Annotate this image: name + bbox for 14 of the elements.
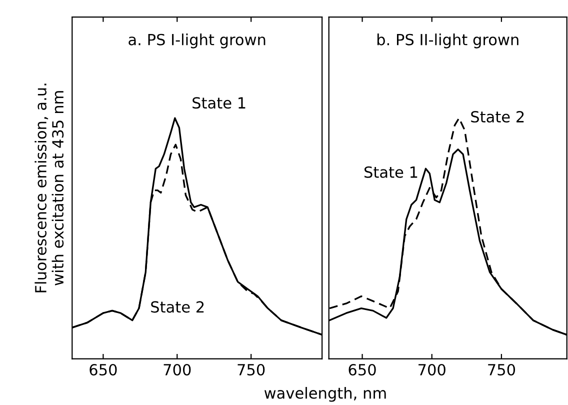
x-tick-label: 750 xyxy=(488,364,516,376)
chart-title: b. PS II-light grown xyxy=(377,34,518,48)
x-axis-title: wavelength, nm xyxy=(264,386,386,402)
series-label: State 2 xyxy=(471,110,524,123)
chart-title: a. PS I-light grown xyxy=(128,34,266,48)
x-tick-label: 650 xyxy=(348,364,376,376)
x-tick-label: 750 xyxy=(238,364,265,376)
series-label: State 1 xyxy=(192,97,246,109)
y-axis-title: Fluorescence emission, a.u. with excitation at 435 nm xyxy=(34,84,64,292)
series-label: State 2 xyxy=(151,301,204,313)
x-tick-label: 700 xyxy=(164,364,191,376)
series-label: State 1 xyxy=(364,166,418,178)
x-tick-label: 700 xyxy=(418,364,446,376)
x-tick-label: 650 xyxy=(90,364,117,376)
